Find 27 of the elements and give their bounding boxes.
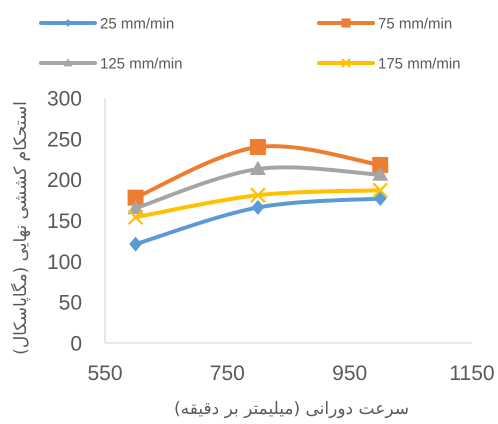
y-tick-label: 100 xyxy=(46,250,82,274)
y-tick-label: 250 xyxy=(46,128,82,152)
point xyxy=(250,139,266,155)
legend-label: 125 mm/min xyxy=(100,56,183,72)
point xyxy=(372,166,388,181)
point xyxy=(374,190,387,206)
y-tick-label: 300 xyxy=(46,88,82,110)
y-tick-label: 0 xyxy=(70,332,82,356)
y-tick-label: 50 xyxy=(58,292,82,315)
point xyxy=(250,160,266,176)
y-tick-label: 200 xyxy=(46,169,82,192)
point xyxy=(128,190,144,206)
legend-label: 25 mm/min xyxy=(100,16,174,32)
x-axis-title: سرعت دورانی (میلیمتر بر دقیقه) xyxy=(174,399,409,419)
x-tick-label: 750 xyxy=(210,362,245,385)
y-tick-label: 150 xyxy=(46,210,82,233)
y-axis-title: استحکام کششی نهایی (مگاپاسکال) xyxy=(10,101,31,355)
x-tick-label: 1150 xyxy=(449,362,495,385)
point xyxy=(372,182,388,198)
x-tick-label: 550 xyxy=(87,362,123,385)
legend-label: 175 mm/min xyxy=(378,56,461,72)
point xyxy=(250,187,266,204)
point xyxy=(127,209,144,226)
point xyxy=(129,236,142,252)
legend-label: 75 mm/min xyxy=(378,16,452,32)
point xyxy=(252,200,264,215)
x-tick-label: 950 xyxy=(332,362,368,385)
